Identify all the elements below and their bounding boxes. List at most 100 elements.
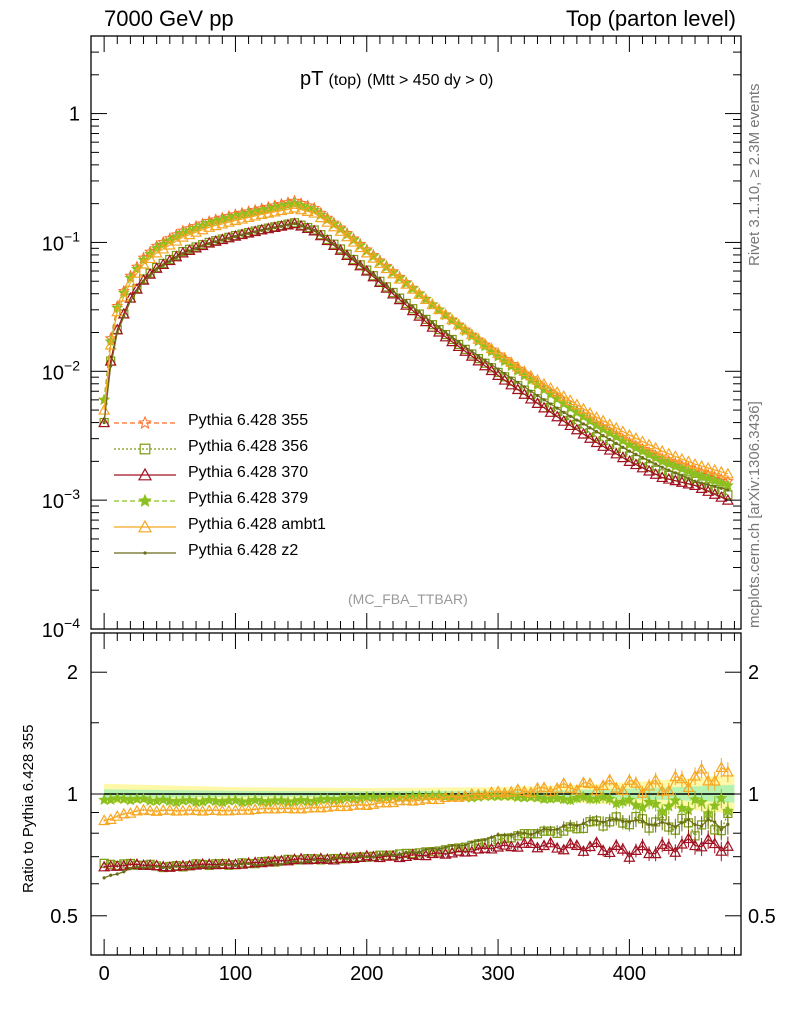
ratio-point [341, 791, 354, 803]
ratio-point [472, 788, 485, 800]
ratio-point [157, 793, 170, 805]
series-point [360, 246, 373, 258]
ratio-point [577, 776, 590, 788]
ratio-point [371, 855, 375, 859]
legend-label: Pythia 6.428 370 [188, 464, 309, 481]
ratio-point [522, 831, 526, 835]
series-point [130, 282, 143, 294]
plot-title-sub1: (top) [328, 72, 362, 89]
ratio-point [557, 793, 570, 805]
series-point [207, 241, 211, 246]
ratio-point [233, 863, 238, 867]
series-point [496, 367, 500, 371]
series-point [268, 205, 281, 217]
series-point [505, 378, 518, 390]
ratio-point [249, 793, 262, 806]
ratio-point [643, 847, 656, 859]
ratio-point [590, 784, 603, 796]
ratio-point [207, 865, 211, 869]
ratio-point [610, 839, 623, 851]
series-point [715, 490, 728, 502]
ratio-point [190, 804, 203, 816]
ratio-point [229, 804, 242, 815]
series-point [695, 459, 708, 471]
ratio-point [529, 832, 533, 837]
ratio-point [347, 799, 360, 810]
series-point [557, 390, 570, 401]
ratio-point [702, 774, 715, 786]
ratio-point [220, 862, 224, 867]
ratio-point [726, 822, 730, 827]
series-point [472, 332, 485, 344]
series-point [590, 436, 603, 448]
series-point [715, 476, 728, 489]
ratio-point [636, 839, 649, 851]
ratio-point [144, 804, 157, 816]
ratio-point [176, 804, 189, 816]
series-point [424, 315, 428, 319]
ratio-point [603, 773, 616, 785]
ratio-point [597, 844, 610, 856]
ratio-point [279, 862, 284, 867]
ratio-point [452, 844, 465, 856]
series-point [214, 240, 218, 244]
ratio-point [306, 860, 310, 864]
ratio-point [583, 777, 597, 788]
series-point [452, 340, 465, 352]
ratio-point [629, 799, 642, 811]
series-point [601, 433, 605, 438]
series-point [693, 479, 697, 483]
ratio-point [222, 857, 235, 869]
series-point [306, 226, 310, 230]
series-point [288, 217, 301, 229]
ratio-point [551, 791, 564, 804]
series-point [531, 397, 544, 408]
ratio-point [163, 794, 176, 807]
series-point [498, 373, 511, 385]
ratio-point [656, 784, 669, 796]
ratio-point [255, 856, 268, 868]
legend-entry: Pythia 6.428 370 [110, 462, 430, 488]
ratio-point [551, 841, 564, 853]
ratio-point [695, 795, 708, 808]
ratio-point [516, 831, 520, 835]
ratio-point [393, 851, 406, 863]
series-point [439, 330, 452, 342]
series-point [345, 252, 349, 256]
ratio-point [509, 833, 513, 837]
series-point [629, 432, 642, 443]
ratio-point [137, 792, 150, 804]
series-point [266, 227, 270, 231]
ratio-point [721, 804, 734, 817]
series-point [334, 225, 347, 236]
y-tick-label: 10−1 [42, 228, 80, 255]
ratio-point [196, 857, 209, 869]
series-point [430, 320, 435, 324]
series-point [128, 299, 132, 303]
series-point [544, 406, 557, 417]
series-point [551, 410, 564, 422]
series-point [706, 483, 710, 487]
plot-title-sub2: (Mtt > 450 dy > 0) [367, 72, 494, 89]
series-point [616, 451, 629, 463]
ratio-series-line [104, 813, 729, 869]
series-point [452, 318, 465, 330]
ratio-point [170, 860, 183, 871]
series-point [675, 462, 688, 474]
ratio-point [288, 853, 301, 864]
series-point [446, 335, 459, 347]
ratio-point [693, 823, 697, 827]
x-tick-label: 400 [613, 963, 646, 985]
series-point [577, 402, 590, 414]
ratio-point [295, 793, 308, 806]
ratio-point [417, 850, 421, 854]
series-point [249, 209, 262, 221]
series-point [295, 203, 308, 215]
ratio-point [281, 854, 294, 866]
ratio-point [117, 792, 130, 805]
ratio-point [597, 779, 610, 791]
ratio-point [170, 804, 183, 816]
ratio-point [98, 860, 111, 872]
series-point [483, 358, 487, 362]
ratio-point [623, 793, 636, 805]
